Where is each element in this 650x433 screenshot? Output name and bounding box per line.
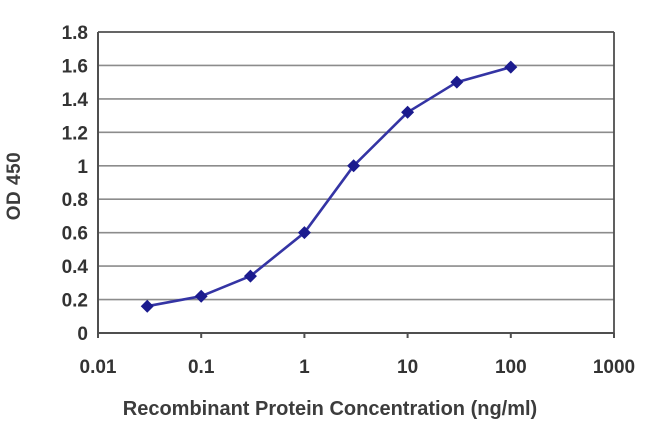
y-tick-label: 0.4: [62, 257, 89, 278]
data-point: [140, 299, 154, 313]
x-tick-label: 0.01: [80, 357, 117, 378]
data-point: [243, 269, 257, 283]
y-tick-label: 0.8: [62, 190, 88, 211]
plot-area: [98, 32, 614, 333]
data-point: [504, 60, 518, 74]
data-point: [347, 159, 361, 173]
data-point: [194, 289, 208, 303]
data-point: [450, 75, 464, 89]
y-tick-label: 1.8: [62, 23, 88, 44]
x-tick-label: 0.1: [188, 357, 215, 378]
x-tick-label: 1000: [593, 357, 635, 378]
data-point: [401, 105, 415, 119]
y-tick-label: 1: [77, 157, 88, 178]
y-tick-label: 1.4: [62, 90, 89, 111]
y-tick-label: 0: [77, 324, 88, 345]
x-tick-label: 10: [397, 357, 418, 378]
y-tick-label: 1.6: [62, 56, 88, 77]
x-axis-title: Recombinant Protein Concentration (ng/ml…: [122, 398, 538, 420]
x-tick-label: 1: [299, 357, 310, 378]
data-point: [297, 226, 311, 240]
y-tick-label: 0.6: [62, 224, 88, 245]
y-tick-label: 1.2: [62, 123, 88, 144]
x-tick-label: 100: [495, 357, 527, 378]
series-line: [145, 65, 513, 308]
y-tick-label: 0.2: [62, 291, 88, 312]
y-axis-title: OD 450: [4, 151, 25, 221]
